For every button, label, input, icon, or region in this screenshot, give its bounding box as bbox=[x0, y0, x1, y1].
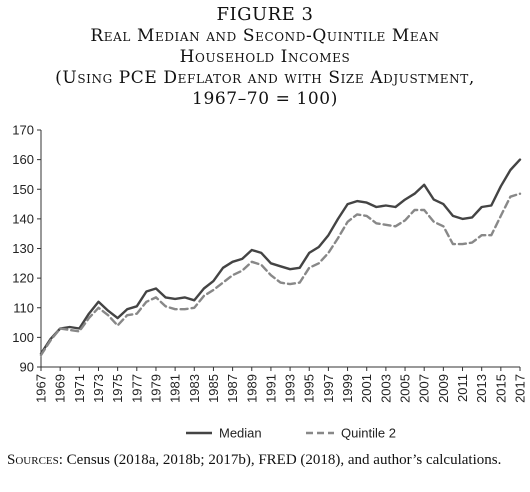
y-axis-ticks: 90 100 110 120 130 140 150 160 170 bbox=[12, 123, 41, 375]
x-tick-label: 2013 bbox=[474, 374, 489, 403]
x-tick-label: 1975 bbox=[110, 374, 125, 403]
legend: Median Quintile 2 bbox=[186, 426, 396, 441]
x-tick-label: 1989 bbox=[244, 374, 259, 403]
series-line-quintile-2 bbox=[39, 192, 522, 357]
chart-title-line-2: Household Incomes bbox=[179, 47, 351, 67]
figure-header: FIGURE 3 Real Median and Second-Quintile… bbox=[0, 0, 530, 110]
x-tick-label: 2011 bbox=[455, 374, 470, 402]
y-tick-label: 100 bbox=[12, 330, 34, 345]
source-note: Sources: Census (2018a, 2018b; 2017b), F… bbox=[7, 451, 523, 469]
figure-label: FIGURE 3 bbox=[216, 4, 314, 25]
x-tick-label: 1979 bbox=[148, 374, 163, 403]
x-tick-label: 2007 bbox=[417, 374, 432, 403]
x-tick-label: 1967 bbox=[34, 374, 49, 403]
axes bbox=[40, 130, 520, 368]
x-tick-label: 1993 bbox=[283, 374, 298, 403]
chart-title-line-3: (Using PCE Deflator and with Size Adjust… bbox=[55, 68, 475, 88]
y-tick-label: 170 bbox=[12, 123, 34, 138]
source-text: : Census (2018a, 2018b; 2017b), FRED (20… bbox=[58, 452, 502, 468]
x-tick-label: 1999 bbox=[340, 374, 355, 403]
y-tick-label: 90 bbox=[20, 360, 34, 375]
x-tick-label: 1973 bbox=[91, 374, 106, 403]
x-tick-label: 2005 bbox=[398, 374, 413, 403]
x-tick-label: 1983 bbox=[187, 374, 202, 403]
x-tick-label: 1995 bbox=[302, 374, 317, 403]
series-line-median bbox=[39, 158, 522, 355]
y-tick-label: 130 bbox=[12, 241, 34, 256]
legend-label-quintile-2: Quintile 2 bbox=[341, 426, 396, 441]
x-tick-label: 1997 bbox=[321, 374, 336, 403]
y-tick-label: 120 bbox=[12, 271, 34, 286]
x-tick-label: 2001 bbox=[359, 374, 374, 403]
x-tick-label: 2003 bbox=[378, 374, 393, 403]
x-tick-label: 1987 bbox=[225, 374, 240, 403]
y-tick-label: 150 bbox=[12, 182, 34, 197]
x-tick-label: 2009 bbox=[436, 374, 451, 403]
source-label: Sources bbox=[7, 452, 59, 468]
x-axis-ticks: 1967 1969 1971 1973 1975 1977 1979 1981 1983 1985… bbox=[34, 367, 528, 403]
x-tick-label: 1985 bbox=[206, 374, 221, 403]
x-tick-label: 1971 bbox=[72, 374, 87, 403]
x-tick-label: 1969 bbox=[53, 374, 68, 403]
legend-label-median: Median bbox=[219, 426, 262, 441]
chart-title-line-4: 1967–70 = 100) bbox=[192, 89, 338, 109]
y-tick-label: 160 bbox=[12, 152, 34, 167]
x-tick-label: 1981 bbox=[168, 374, 183, 403]
chart-title-line-1: Real Median and Second-Quintile Mean bbox=[90, 26, 440, 46]
x-tick-label: 1991 bbox=[263, 374, 278, 403]
x-tick-label: 1977 bbox=[129, 374, 144, 403]
x-tick-label: 2015 bbox=[493, 374, 508, 403]
series-lines bbox=[39, 158, 522, 357]
y-tick-label: 140 bbox=[12, 211, 34, 226]
x-tick-label: 2017 bbox=[513, 374, 528, 403]
y-tick-label: 110 bbox=[13, 300, 34, 315]
